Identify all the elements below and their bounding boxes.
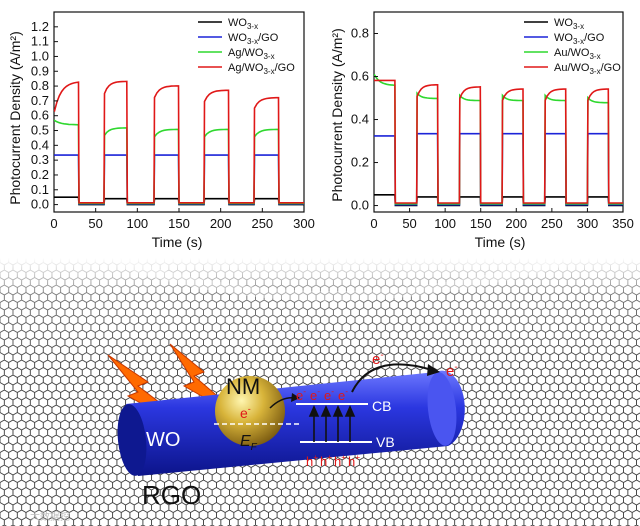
y-tick-label: 1.1 — [31, 34, 49, 49]
vb-label: VB — [376, 434, 395, 450]
legend-label: Au/WO3-x/GO — [554, 62, 621, 76]
legend-label: Ag/WO3-x — [228, 47, 275, 61]
x-tick-label: 350 — [612, 216, 634, 231]
x-tick-label: 250 — [541, 216, 563, 231]
y-tick-label: 0.2 — [351, 155, 369, 170]
series-line-Ag/WO3-x/GO — [53, 80, 304, 204]
series-line-WO3-x/GO — [374, 132, 623, 206]
electron-to-rgo: e- — [446, 362, 458, 380]
legend-label: WO3-x — [554, 17, 584, 31]
y-tick-label: 0.3 — [31, 152, 49, 167]
y-tick-label: 0.6 — [31, 108, 49, 123]
left-ticks: 0 50 100 150 200 250 3000.00.10.20.30.40.50.60… — [31, 19, 315, 231]
y-tick-label: 0.2 — [31, 167, 49, 182]
fermi-level-label: EF — [240, 433, 258, 453]
y-tick-label: 1.0 — [31, 48, 49, 63]
electron-in-cb: e- — [296, 386, 306, 403]
legend-label: Ag/WO3-x/GO — [228, 62, 295, 76]
electron-escaping: e- — [372, 350, 384, 368]
x-tick-label: 100 — [434, 216, 456, 231]
scheme-illustration: RGO WO NM EF CB VB 大数据挖 e-e-e-e-e-e-e-h+… — [0, 257, 640, 526]
x-tick-label: 50 — [402, 216, 416, 231]
graphene-ripple — [118, 257, 562, 301]
chart-left: 0 50 100 150 200 250 3000.00.10.20.30.40.50.60… — [7, 11, 315, 250]
legend-label: Au/WO3-x — [554, 47, 601, 61]
series-line-Au/WO3-x — [373, 74, 623, 205]
electron-in-cb: e- — [310, 386, 320, 403]
y-tick-label: 1.2 — [31, 19, 49, 34]
legend-label: WO3-x/GO — [554, 32, 605, 46]
wo-label: WO — [146, 429, 180, 451]
y-tick-label: 0.4 — [31, 137, 49, 152]
electron-in-particle: e- — [240, 404, 251, 421]
right-ticks: 0 50 100 150 200 250 300 350 0.0 0.2 0.4 0.6 0.8 — [351, 26, 634, 231]
cb-label: CB — [372, 398, 391, 414]
x-tick-label: 200 — [505, 216, 527, 231]
nm-label: NM — [226, 374, 260, 399]
x-tick-label: 50 — [88, 216, 102, 231]
left-y-axis-title: Photocurrent Density (A/m²) — [7, 31, 23, 205]
x-tick-label: 150 — [168, 216, 190, 231]
series-line-Au/WO3-x/GO — [374, 79, 623, 204]
y-tick-label: 0.6 — [351, 69, 369, 84]
x-tick-label: 300 — [293, 216, 315, 231]
y-tick-label: 0.9 — [31, 63, 49, 78]
metal-nanoparticle — [215, 376, 285, 446]
right-x-axis-title: Time (s) — [475, 234, 526, 250]
legend-label: WO3-x/GO — [228, 32, 279, 46]
y-tick-label: 0.1 — [31, 182, 49, 197]
y-tick-label: 0.4 — [351, 112, 369, 127]
hole-in-vb: h+ — [348, 452, 360, 469]
x-tick-label: 250 — [251, 216, 273, 231]
left-x-axis-title: Time (s) — [152, 234, 203, 250]
electron-in-cb: e- — [324, 386, 334, 403]
chart-right: 0 50 100 150 200 250 300 350 0.0 0.2 0.4 0.6 0.8 Tim… — [329, 11, 634, 250]
x-tick-label: 0 — [50, 216, 57, 231]
x-tick-label: 150 — [470, 216, 492, 231]
y-tick-label: 0.0 — [351, 198, 369, 213]
rgo-label: RGO — [142, 480, 201, 510]
y-tick-label: 0.5 — [31, 123, 49, 138]
electron-transfer-arrow-head — [291, 393, 300, 402]
right-y-axis-title: Photocurrent Density (A/m²) — [329, 28, 345, 202]
legend-label: WO3-x — [228, 17, 258, 31]
right-series — [373, 74, 623, 207]
x-tick-label: 300 — [577, 216, 599, 231]
y-tick-label: 0.8 — [31, 78, 49, 93]
electron-escape-arrow-head — [427, 364, 440, 376]
x-tick-label: 200 — [210, 216, 232, 231]
right-axes-frame — [373, 11, 624, 213]
x-tick-label: 100 — [126, 216, 148, 231]
y-tick-label: 0.8 — [351, 26, 369, 41]
watermark: 大数据挖 — [30, 510, 70, 523]
x-tick-label: 0 — [370, 216, 377, 231]
series-line-WO3-x — [54, 196, 304, 206]
hole-in-vb: h+ — [334, 452, 346, 469]
left-series — [53, 80, 304, 206]
y-tick-label: 0.0 — [31, 197, 49, 212]
electron-escape-arrow — [351, 363, 433, 393]
excitation-arrows — [308, 405, 356, 442]
right-plot-frame — [373, 11, 624, 213]
hole-in-vb: h+ — [306, 452, 318, 469]
electron-in-cb: e- — [338, 386, 348, 403]
hole-in-vb: h+ — [320, 452, 332, 469]
graphene-fade — [0, 258, 640, 368]
charge-labels: e-e-e-e-e-e-e-h+ h+ h+ h+ — [240, 350, 458, 469]
y-tick-label: 0.7 — [31, 93, 49, 108]
